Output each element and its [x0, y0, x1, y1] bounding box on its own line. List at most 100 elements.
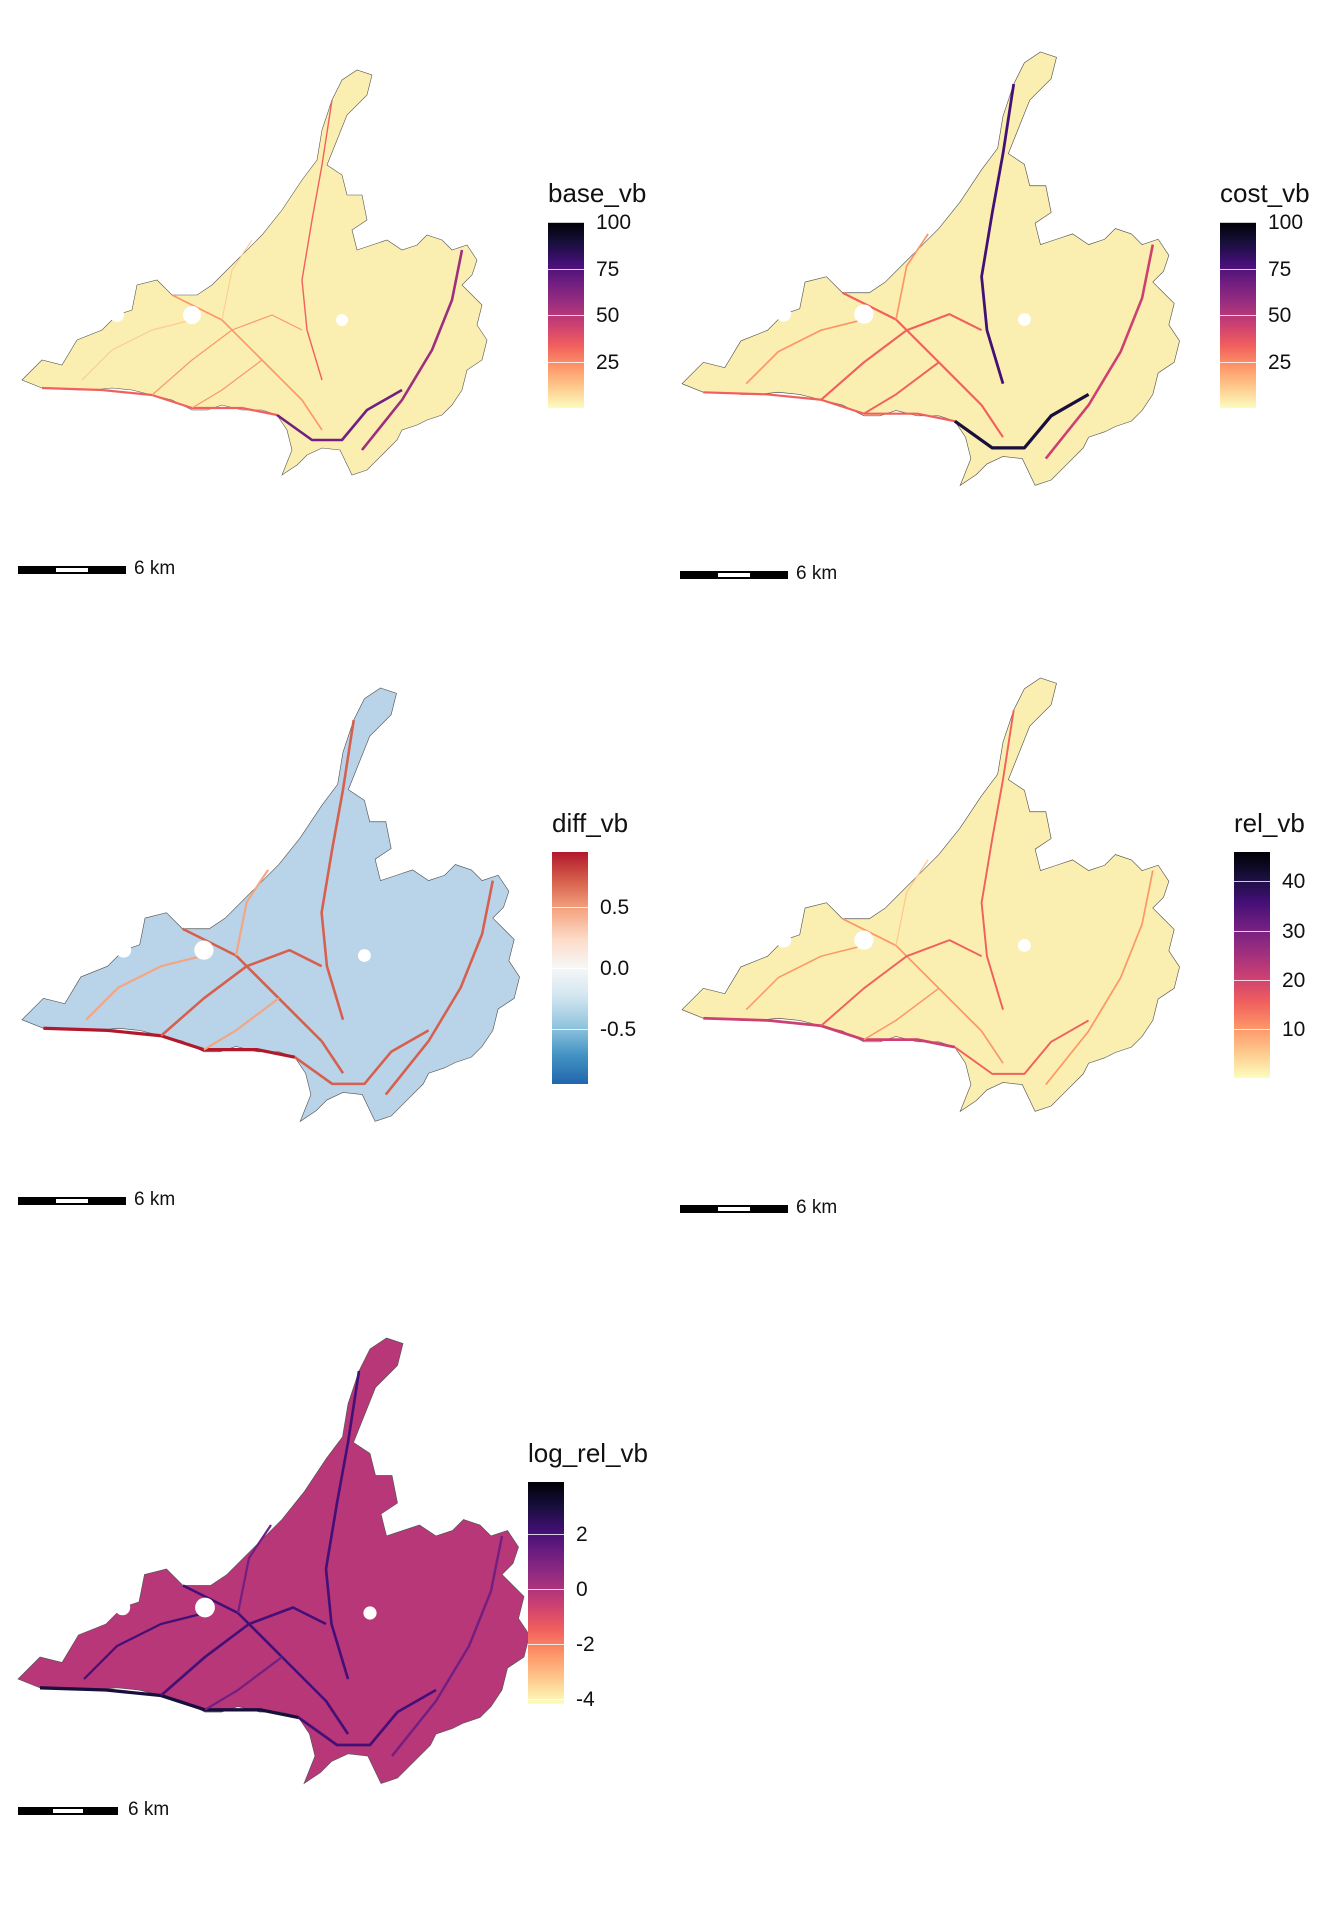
lake-hole — [363, 1606, 377, 1620]
study-area-polygon — [21, 687, 520, 1123]
scale-bar-label: 6 km — [128, 1799, 170, 1820]
lake-hole — [357, 949, 371, 962]
corridor-line — [221, 239, 253, 321]
corridor-line — [324, 1370, 361, 1680]
legend-tick-mark — [1220, 361, 1256, 363]
corridor-line — [820, 939, 983, 1027]
legend-tick-label: 75 — [596, 257, 620, 281]
map-panel-base-vb: base_vb 100 75 50 25 6 km — [0, 0, 672, 620]
corridor-line — [234, 869, 269, 956]
lake-hole — [1017, 313, 1031, 326]
lake-hole — [194, 940, 214, 960]
corridor-line — [1044, 244, 1155, 460]
lake-hole — [854, 304, 874, 324]
corridor-line — [41, 386, 278, 417]
corridor-line — [203, 997, 280, 1051]
legend-tick-mark — [548, 222, 584, 223]
corridor-line — [320, 719, 355, 1021]
corridor-lines — [703, 83, 1155, 460]
scale-bar: 6 km — [18, 1189, 175, 1212]
legend-tick-mark — [1234, 881, 1270, 883]
map-log-rel-vb — [17, 1337, 530, 1785]
corridor-line — [391, 1535, 504, 1757]
scale-bar-label: 6 km — [134, 558, 176, 579]
legend-tick-label: 100 — [596, 211, 632, 234]
legend-tick-label: 50 — [596, 304, 620, 327]
legend-tick-mark — [528, 1643, 564, 1645]
legend-tick-mark — [1220, 315, 1256, 316]
corridor-line — [745, 318, 865, 385]
scale-bar-label: 6 km — [134, 1189, 176, 1210]
corridor-line — [160, 948, 323, 1037]
legend-title: cost_vb — [1220, 178, 1310, 208]
lake-hole — [854, 930, 874, 950]
map-diff-vb — [21, 687, 520, 1123]
corridor-line — [980, 709, 1015, 1010]
legend-title: log_rel_vb — [528, 1438, 648, 1468]
corridor-line — [745, 944, 865, 1011]
scale-bar: 6 km — [680, 1197, 837, 1220]
corridor-line — [160, 1606, 327, 1697]
legend-tick-label: 40 — [1282, 870, 1306, 894]
legend-tick-label: 30 — [1282, 919, 1306, 943]
corridor-line — [191, 359, 263, 409]
map-rel-vb — [681, 677, 1180, 1113]
corridor-line — [954, 1019, 1090, 1075]
legend-tick-mark — [548, 268, 584, 270]
corridor-lines — [39, 1370, 504, 1757]
legend-tick-mark — [548, 361, 584, 363]
lake-hole — [1017, 939, 1031, 952]
scale-bar-label: 6 km — [796, 1197, 838, 1218]
lake-hole — [116, 942, 132, 958]
legend-tick-mark — [1220, 222, 1256, 223]
corridor-line — [204, 1656, 283, 1711]
scale-bar-graphic — [680, 1205, 788, 1213]
legend-tick-mark — [1220, 268, 1256, 270]
legend-tick-label: -0.5 — [600, 1018, 637, 1042]
map-panel-diff-vb: diff_vb 0.5 0.0 -0.5 6 km — [0, 630, 672, 1250]
map-panel-cost-vb: cost_vb 100 75 50 25 6 km — [672, 0, 1344, 620]
colorbar — [528, 1482, 564, 1704]
corridor-line — [895, 233, 929, 320]
legend-tick-label: 75 — [1268, 257, 1292, 281]
lake-hole — [114, 1599, 131, 1616]
corridor-line — [360, 249, 464, 451]
legend-tick-label: 100 — [1268, 211, 1304, 234]
legend-title: base_vb — [548, 178, 647, 208]
scale-bar-graphic — [680, 571, 788, 579]
legend-tick-label: 0.5 — [600, 895, 630, 919]
corridor-line — [980, 83, 1016, 385]
legend-tick-mark — [528, 1534, 564, 1536]
scale-bar-graphic — [18, 1807, 118, 1815]
corridor-line — [703, 1016, 956, 1049]
scale-bar: 6 km — [18, 1799, 169, 1822]
lake-hole — [776, 306, 792, 322]
legend-tick-mark — [548, 315, 584, 316]
corridor-line — [301, 99, 333, 381]
corridor-line — [384, 880, 495, 1096]
legend-tick-label: 25 — [596, 350, 620, 374]
corridor-line — [85, 954, 205, 1021]
legend-title: rel_vb — [1234, 808, 1305, 838]
corridor-line — [1045, 870, 1154, 1086]
legend-tick-mark — [552, 1029, 588, 1031]
corridor-line — [820, 313, 983, 401]
legend-tick-label: 0 — [576, 1577, 588, 1601]
study-area-polygon — [681, 677, 1180, 1113]
corridor-line — [294, 1029, 430, 1086]
study-area-polygon — [21, 69, 488, 476]
corridor-line — [81, 319, 193, 381]
legend-tick-mark — [1234, 930, 1270, 932]
legend-tick-mark — [1234, 979, 1270, 981]
map-cost-vb — [681, 51, 1180, 487]
corridor-line — [83, 1611, 206, 1680]
legend-tick-label: 2 — [576, 1523, 588, 1547]
legend-tick-label: 25 — [1268, 350, 1292, 374]
legend-tick-mark — [1234, 1028, 1270, 1030]
scale-bar-graphic — [18, 1197, 126, 1205]
lake-hole — [195, 1597, 215, 1618]
corridor-line — [895, 859, 929, 946]
lake-hole — [110, 308, 124, 322]
legend-tick-mark — [552, 906, 588, 908]
corridor-lines — [41, 99, 464, 451]
